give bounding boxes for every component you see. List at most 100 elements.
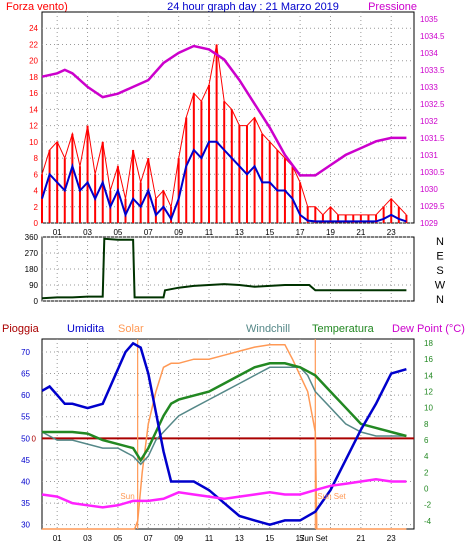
x-tick-label: 03 <box>83 228 92 237</box>
wind-y-tick: 6 <box>34 170 39 179</box>
x-tick-label: 17 <box>296 228 305 237</box>
x-tick-label: 07 <box>144 228 153 237</box>
x-tick-label: 09 <box>174 228 183 237</box>
x-tick-label: 15 <box>265 534 274 543</box>
humidity-y-tick: 40 <box>21 478 30 487</box>
wind-direction-line <box>41 237 407 300</box>
humidity-y-tick: 35 <box>21 499 30 508</box>
x-tick-label: 11 <box>205 228 214 237</box>
temperature-y-tick: 10 <box>424 404 433 413</box>
solar-label: Solar <box>118 323 144 335</box>
compass-label: N <box>436 236 444 248</box>
wind-y-tick: 16 <box>29 89 38 98</box>
wind-y-tick: 0 <box>34 219 39 228</box>
wind-average-line <box>41 140 407 223</box>
humidity-y-tick: 70 <box>21 348 30 357</box>
direction-y-tick: 90 <box>29 281 38 290</box>
sunrise-label: Sun <box>120 492 134 501</box>
temperature-y-tick: 2 <box>424 468 429 477</box>
x-tick-label: 01 <box>53 228 62 237</box>
humidity-y-tick: 45 <box>21 456 30 465</box>
humidity-panel-frame <box>41 338 415 530</box>
pressure-y-tick: 1029 <box>420 219 438 228</box>
humidity-y-tick: 65 <box>21 370 30 379</box>
x-tick-label: 09 <box>174 534 183 543</box>
humidity-line <box>41 341 407 526</box>
sunset-label: Sun Set <box>317 492 346 501</box>
humidity-y-tick: 55 <box>21 413 30 422</box>
rain-label: Pioggia <box>2 323 40 335</box>
pressure-y-tick: 1031 <box>420 151 438 160</box>
temperature-label: Temperatura <box>312 323 375 335</box>
wind-y-tick: 20 <box>29 57 38 66</box>
dewpoint-line <box>41 478 407 509</box>
temperature-y-tick: -2 <box>424 501 432 510</box>
x-tick-label: 13 <box>235 228 244 237</box>
wind-y-tick: 18 <box>29 73 38 82</box>
temperature-y-tick: 8 <box>424 420 429 429</box>
x-tick-label: 23 <box>387 228 396 237</box>
wind-y-tick: 12 <box>29 122 38 131</box>
compass-label: W <box>435 280 446 292</box>
humidity-y-tick: 30 <box>21 521 30 530</box>
wind-y-tick: 24 <box>29 24 38 33</box>
x-tick-label: 17 <box>296 534 305 543</box>
sunset-axis-label: Sun Set <box>299 534 328 543</box>
windchill-label: Windchill <box>246 323 290 335</box>
x-tick-label: 23 <box>387 534 396 543</box>
pressure-y-tick: 1034.5 <box>420 32 445 41</box>
x-tick-label: 19 <box>326 228 335 237</box>
direction-y-tick: 360 <box>25 233 39 242</box>
direction-y-tick: 270 <box>25 249 39 258</box>
x-tick-label: 21 <box>356 228 365 237</box>
humidity-y-tick: 50 <box>21 434 30 443</box>
graph-day-title: 24 hour graph day : 21 Marzo 2019 <box>167 1 339 13</box>
compass-label: S <box>436 265 443 277</box>
pressure-y-tick: 1030 <box>420 185 438 194</box>
x-tick-label: 05 <box>113 228 122 237</box>
pressure-y-tick: 1034 <box>420 49 438 58</box>
pressure-y-tick: 1032 <box>420 117 438 126</box>
x-tick-label: 15 <box>265 228 274 237</box>
temperature-y-tick: 16 <box>424 355 433 364</box>
pressure-y-tick: 1031.5 <box>420 134 445 143</box>
compass-label: N <box>436 294 444 306</box>
humidity-y-tick: 60 <box>21 391 30 400</box>
pressure-y-tick: 1033 <box>420 83 438 92</box>
x-tick-label: 13 <box>235 534 244 543</box>
humidity-label: Umidita <box>67 323 105 335</box>
rain-y-tick: 0 <box>32 434 37 443</box>
direction-y-tick: 0 <box>34 297 39 306</box>
solar-line <box>42 343 407 530</box>
wind-y-tick: 10 <box>29 138 38 147</box>
wind-gust-line <box>41 44 407 216</box>
pressure-y-tick: 1035 <box>420 15 438 24</box>
x-tick-label: 11 <box>205 534 214 543</box>
wind-y-tick: 14 <box>29 105 38 114</box>
x-tick-label: 01 <box>53 534 62 543</box>
windchill-line <box>41 366 407 466</box>
pressure-title: Pressione <box>368 1 417 13</box>
temperature-y-tick: 4 <box>424 452 429 461</box>
wind-y-tick: 8 <box>34 154 39 163</box>
x-tick-label: 21 <box>356 534 365 543</box>
compass-label: E <box>436 251 443 263</box>
wind-title: Forza vento) <box>6 1 68 13</box>
temperature-y-tick: 6 <box>424 436 429 445</box>
temperature-y-tick: 12 <box>424 388 433 397</box>
temperature-y-tick: -4 <box>424 517 432 526</box>
pressure-y-tick: 1029.5 <box>420 202 445 211</box>
wind-y-tick: 2 <box>34 203 39 212</box>
temperature-y-tick: 14 <box>424 371 433 380</box>
dewpoint-label: Dew Point (°C) <box>392 323 465 335</box>
x-tick-label: 03 <box>83 534 92 543</box>
temperature-y-tick: 18 <box>424 339 433 348</box>
direction-y-tick: 180 <box>25 265 39 274</box>
wind-panel-frame <box>41 11 415 224</box>
pressure-y-tick: 1032.5 <box>420 100 445 109</box>
pressure-line <box>41 44 407 177</box>
pressure-y-tick: 1030.5 <box>420 168 445 177</box>
temperature-y-tick: 0 <box>424 485 429 494</box>
wind-y-tick: 4 <box>34 187 39 196</box>
